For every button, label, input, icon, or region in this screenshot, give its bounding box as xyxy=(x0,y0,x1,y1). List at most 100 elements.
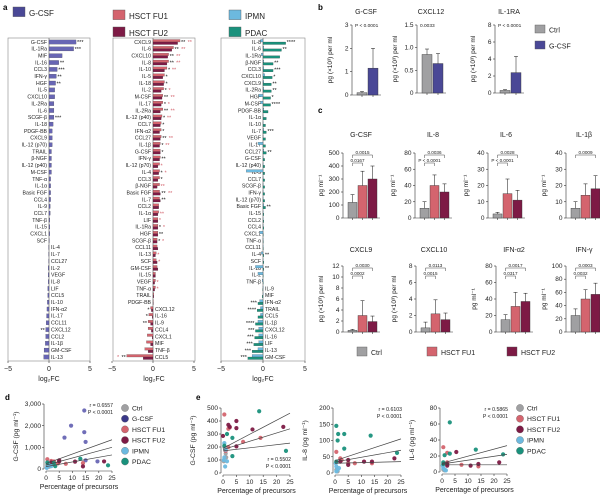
bar-g-csf xyxy=(48,80,56,86)
y-tick-label: 100 xyxy=(207,457,218,464)
bar-pdac xyxy=(254,336,264,340)
category-label: TNF-α xyxy=(32,177,47,183)
y-axis-label: pg (×10³) per ml xyxy=(392,35,399,82)
y-tick-label: 20 xyxy=(555,183,563,190)
significance-stars: ** xyxy=(60,61,65,67)
legend-marker-d xyxy=(121,425,129,434)
bar-hsct-fu2 xyxy=(152,288,155,292)
significance-stars: *** xyxy=(267,129,274,135)
legend-swatch-c xyxy=(506,346,518,357)
y-tick-label: 0 xyxy=(489,329,493,336)
significance-stars: * xyxy=(158,259,161,265)
significance-stars: ** xyxy=(274,61,279,67)
point-pdac xyxy=(230,454,235,459)
bar-g-csf xyxy=(48,224,50,230)
bar-g-csf xyxy=(48,101,55,106)
bar-hsct-fu2 xyxy=(152,41,178,45)
legend-label-e: HSCT FU2 xyxy=(527,427,560,434)
category-label: IL-4 xyxy=(142,170,151,176)
category-label: CCL11 xyxy=(51,321,67,327)
significance-stars: ** xyxy=(188,40,193,46)
category-label: HGF xyxy=(250,95,261,101)
y-tick-label: 0 xyxy=(214,470,218,477)
significance-stars: ** xyxy=(161,191,166,197)
significance-stars: **** xyxy=(246,321,255,327)
comparison-bracket xyxy=(352,154,373,158)
bar-hsct-fu2 xyxy=(152,240,158,244)
significance-stars: ** xyxy=(170,61,175,67)
x-axis-label: Percentage of precursors xyxy=(435,487,514,494)
y-tick-label: 50 xyxy=(323,454,331,461)
bar-ipmn xyxy=(257,320,264,323)
category-label: CCL3 xyxy=(248,67,261,73)
significance-stars: ** xyxy=(159,232,164,238)
bar-hsct-fu2 xyxy=(590,188,600,219)
significance-stars: ** xyxy=(161,198,166,204)
bar-hsct-fu1 xyxy=(580,298,591,333)
category-label: CCL27 xyxy=(51,259,67,265)
significance-stars: *** xyxy=(245,348,252,354)
point-g-csf xyxy=(62,435,67,440)
bar-hsct-fu1 xyxy=(152,217,159,221)
y-tick-label: 3 xyxy=(345,22,349,29)
bar-hsct-fu2 xyxy=(147,350,154,353)
bar-hsct-fu1 xyxy=(144,347,154,351)
bar-ipmn xyxy=(255,265,264,269)
category-label: IL-2 xyxy=(51,266,60,272)
bar-hsct-fu1 xyxy=(152,203,159,207)
bar-pdac xyxy=(255,329,264,333)
point-pdac xyxy=(473,447,478,452)
bar-ipmn xyxy=(262,148,264,152)
category-label: IL-2Ra xyxy=(245,88,261,94)
category-label: TRAIL xyxy=(32,149,47,155)
bar-g-csf xyxy=(47,300,50,305)
plot-title: IL-6 xyxy=(500,132,512,139)
bar-hsct-fu2 xyxy=(152,254,156,257)
y-axis-label: pg ml⁻¹ xyxy=(471,287,478,309)
x-tick-label: 10 xyxy=(358,479,366,486)
x-axis-label: Percentage of precursors xyxy=(217,488,296,495)
legend-label-a1: G-CSF xyxy=(29,9,54,18)
legend-label-c: HSCT FU1 xyxy=(441,350,475,357)
bar-pdac xyxy=(262,144,266,148)
category-label: SCGF-β xyxy=(28,115,47,121)
bar-g-csf xyxy=(48,74,57,79)
category-label: SCF xyxy=(251,259,261,265)
category-label: IL-16 xyxy=(265,334,277,340)
y-tick-label: 150 xyxy=(319,421,330,428)
x-tick-label: 5 xyxy=(57,475,61,482)
bar-ipmn xyxy=(262,46,264,49)
y-tick-label: 4 xyxy=(488,56,492,63)
bar-hsct-fu1 xyxy=(430,313,441,333)
legend-label-b: G-CSF xyxy=(549,44,571,51)
bar-hsct-fu2 xyxy=(152,103,162,107)
y-tick-label: 20 xyxy=(404,199,412,206)
point-hsct-fu2 xyxy=(346,462,351,467)
y-tick-label: 200 xyxy=(207,444,218,451)
significance-stars: * xyxy=(159,218,162,224)
plot-title: CXCL10 xyxy=(421,247,448,254)
p-value: 0.0317 xyxy=(503,271,517,276)
bar-g-csf xyxy=(48,204,51,209)
y-tick-label: 12 xyxy=(332,263,340,270)
p-value: 0.0113 xyxy=(429,263,443,268)
point-g-csf xyxy=(95,459,100,464)
point-hsct-fu2 xyxy=(101,459,107,464)
bar-ctrl xyxy=(347,202,358,219)
bar-ipmn xyxy=(262,203,264,207)
bar-hsct-fu1 xyxy=(152,128,162,132)
bar-hsct-fu1 xyxy=(429,185,440,219)
significance-stars: * xyxy=(162,122,165,128)
plot-title: CXCL12 xyxy=(418,9,445,16)
bar-hsct-fu1 xyxy=(152,87,164,91)
category-label: CCL7 xyxy=(34,211,47,217)
category-label: LIF xyxy=(51,286,59,292)
panel-label-d: d xyxy=(5,393,10,402)
x-tick-label: −5 xyxy=(4,366,12,373)
bar-g-csf xyxy=(48,135,53,141)
plot-title: IFN-α2 xyxy=(503,247,525,254)
legend-marker-d xyxy=(121,457,129,466)
bar-ipmn xyxy=(262,80,264,84)
bar-g-csf xyxy=(510,72,522,94)
